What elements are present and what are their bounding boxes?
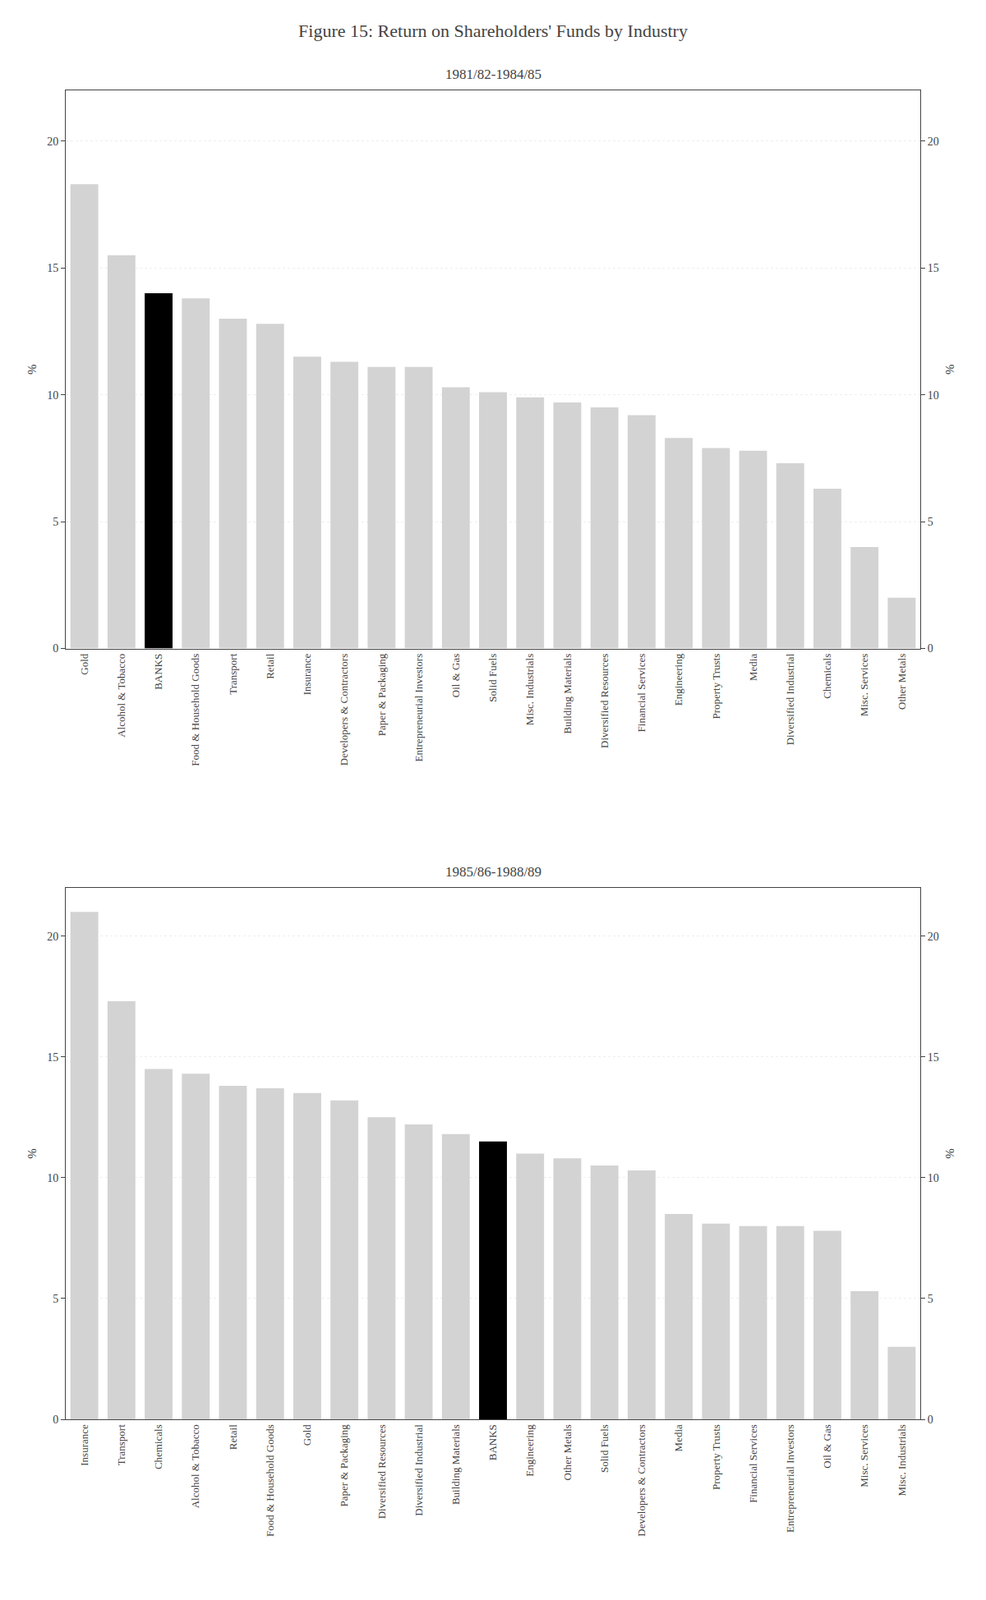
svg-text:20: 20 bbox=[927, 930, 940, 944]
svg-text:Solid Fuels: Solid Fuels bbox=[486, 654, 499, 703]
svg-text:15: 15 bbox=[927, 1051, 940, 1065]
svg-text:Property Trusts: Property Trusts bbox=[709, 1424, 723, 1491]
svg-text:20: 20 bbox=[46, 135, 59, 148]
svg-text:Oil & Gas: Oil & Gas bbox=[449, 654, 462, 698]
svg-text:Food & Household Goods: Food & Household Goods bbox=[263, 1424, 277, 1538]
svg-text:BANKS: BANKS bbox=[152, 654, 165, 691]
svg-text:Media: Media bbox=[672, 1424, 685, 1452]
svg-text:5: 5 bbox=[52, 516, 59, 529]
svg-text:Building Materials: Building Materials bbox=[449, 1424, 462, 1506]
svg-text:Alcohol & Tobacco: Alcohol & Tobacco bbox=[188, 1424, 202, 1509]
svg-text:0: 0 bbox=[927, 1414, 934, 1427]
svg-text:1981/82-1984/85: 1981/82-1984/85 bbox=[445, 66, 542, 83]
svg-text:Other Metals: Other Metals bbox=[895, 654, 908, 710]
svg-text:5: 5 bbox=[52, 1293, 59, 1306]
svg-text:Developers & Contractors: Developers & Contractors bbox=[635, 1424, 648, 1537]
svg-text:Retail: Retail bbox=[263, 653, 277, 679]
svg-text:Oil & Gas: Oil & Gas bbox=[820, 1424, 834, 1469]
svg-text:Alcohol & Tobacco: Alcohol & Tobacco bbox=[115, 654, 128, 738]
svg-text:Engineering: Engineering bbox=[672, 653, 685, 706]
svg-text:15: 15 bbox=[927, 262, 940, 275]
svg-text:%: % bbox=[25, 1148, 39, 1160]
svg-text:10: 10 bbox=[46, 389, 59, 402]
svg-text:Paper & Packaging: Paper & Packaging bbox=[337, 1424, 351, 1508]
svg-text:0: 0 bbox=[52, 642, 59, 655]
svg-text:Transport: Transport bbox=[115, 1424, 128, 1466]
svg-text:Gold: Gold bbox=[78, 653, 91, 676]
svg-text:20: 20 bbox=[46, 930, 59, 944]
svg-text:%: % bbox=[943, 364, 957, 376]
svg-text:Entrepreneurial Investors: Entrepreneurial Investors bbox=[783, 1424, 797, 1534]
svg-text:Transport: Transport bbox=[226, 653, 240, 695]
svg-text:Figure 15: Return on Sharehold: Figure 15: Return on Shareholders' Funds… bbox=[298, 20, 688, 42]
svg-text:0: 0 bbox=[52, 1414, 59, 1427]
svg-text:%: % bbox=[25, 364, 39, 376]
svg-text:Developers & Contractors: Developers & Contractors bbox=[337, 654, 351, 766]
svg-text:5: 5 bbox=[927, 516, 934, 529]
svg-text:Misc. Industrials: Misc. Industrials bbox=[523, 654, 536, 726]
svg-text:0: 0 bbox=[927, 642, 934, 655]
svg-text:Chemicals: Chemicals bbox=[820, 654, 834, 700]
svg-text:1985/86-1988/89: 1985/86-1988/89 bbox=[445, 864, 542, 881]
svg-text:Insurance: Insurance bbox=[300, 654, 314, 696]
svg-text:15: 15 bbox=[46, 1051, 59, 1065]
svg-text:15: 15 bbox=[46, 262, 59, 275]
svg-text:Financial Services: Financial Services bbox=[635, 654, 648, 733]
svg-text:10: 10 bbox=[46, 1172, 59, 1185]
svg-text:Paper & Packaging: Paper & Packaging bbox=[375, 653, 388, 737]
svg-text:Misc. Industrials: Misc. Industrials bbox=[895, 1424, 908, 1497]
svg-text:Diversified Industrial: Diversified Industrial bbox=[783, 653, 797, 746]
svg-text:Media: Media bbox=[746, 654, 760, 682]
svg-text:Gold: Gold bbox=[300, 1424, 314, 1447]
svg-text:Food & Household Goods: Food & Household Goods bbox=[188, 654, 202, 767]
svg-text:Entrepreneurial Investors: Entrepreneurial Investors bbox=[412, 654, 425, 763]
svg-text:BANKS: BANKS bbox=[486, 1424, 499, 1461]
svg-text:5: 5 bbox=[927, 1293, 934, 1306]
svg-text:Misc. Services: Misc. Services bbox=[857, 654, 871, 718]
svg-text:Engineering: Engineering bbox=[523, 1424, 536, 1478]
svg-text:10: 10 bbox=[927, 1172, 940, 1185]
svg-text:Solid Fuels: Solid Fuels bbox=[598, 1424, 611, 1474]
svg-text:Other Metals: Other Metals bbox=[561, 1424, 574, 1481]
svg-text:20: 20 bbox=[927, 135, 940, 148]
svg-text:Property Trusts: Property Trusts bbox=[709, 654, 723, 720]
svg-text:%: % bbox=[943, 1148, 957, 1160]
svg-text:Building Materials: Building Materials bbox=[561, 654, 574, 735]
svg-text:Misc. Services: Misc. Services bbox=[857, 1424, 871, 1489]
svg-text:Chemicals: Chemicals bbox=[152, 1424, 165, 1470]
svg-text:Insurance: Insurance bbox=[78, 1424, 91, 1467]
svg-text:Diversified Resources: Diversified Resources bbox=[598, 654, 611, 749]
svg-text:Diversified Industrial: Diversified Industrial bbox=[412, 1424, 425, 1517]
svg-text:Financial Services: Financial Services bbox=[746, 1424, 760, 1504]
svg-text:Retail: Retail bbox=[226, 1424, 240, 1451]
svg-text:10: 10 bbox=[927, 389, 940, 402]
svg-text:Diversified Resources: Diversified Resources bbox=[375, 1424, 388, 1520]
